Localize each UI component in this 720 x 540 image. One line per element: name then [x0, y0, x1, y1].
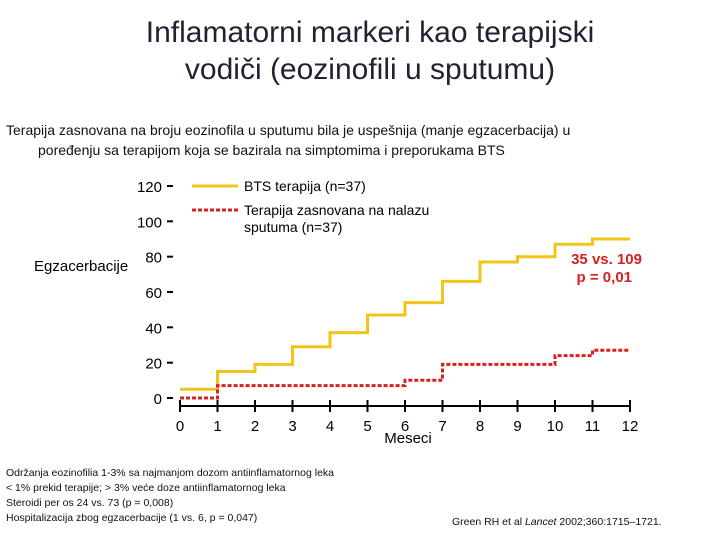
- x-tick-label: 4: [326, 418, 334, 435]
- footnotes: Održanja eozinofilia 1-3% sa najmanjom d…: [6, 466, 446, 526]
- y-tick-label: 20: [145, 356, 162, 373]
- footnote-line-2: < 1% prekid terapije; > 3% veće doze ant…: [6, 482, 286, 494]
- footnote-line-4: Hospitalizacija zbog egzacerbacije (1 vs…: [6, 512, 258, 524]
- x-tick-label: 9: [513, 418, 521, 435]
- subtitle-line-1: Terapija zasnovana na broju eozinofila u…: [6, 122, 571, 138]
- x-tick-label: 10: [547, 418, 564, 435]
- annotation-line-1: 35 vs. 109: [571, 251, 642, 268]
- footnote-line-1: Održanja eozinofilia 1-3% sa najmanjom d…: [6, 467, 335, 479]
- y-tick-label: 0: [154, 391, 162, 408]
- y-tick-label: 120: [137, 179, 162, 196]
- citation-authors: Green RH et al: [452, 516, 523, 528]
- x-axis-label: Meseci: [384, 430, 432, 447]
- x-tick-label: 6: [401, 418, 409, 435]
- x-tick-label: 0: [176, 418, 184, 435]
- x-tick-label: 12: [622, 418, 639, 435]
- y-tick-label: 80: [145, 250, 162, 267]
- x-tick-label: 1: [213, 418, 221, 435]
- chart-series: [180, 237, 630, 400]
- x-tick-label: 8: [476, 418, 484, 435]
- y-tick-label: 60: [145, 285, 162, 302]
- legend-label-sputum-line-1: Terapija zasnovana na nalazu: [244, 202, 429, 218]
- annotation-line-2: p = 0,01: [577, 269, 632, 286]
- chart-legend: BTS terapija (n=37) Terapija zasnovana n…: [192, 178, 429, 235]
- title-line-2: vodiči (eozinofili u sputumu): [184, 53, 556, 86]
- page-title: Inflamatorni markeri kao terapijski vodi…: [60, 14, 680, 88]
- x-tick-label: 2: [251, 418, 259, 435]
- citation-journal: Lancet: [524, 516, 557, 528]
- series-sputum-line: [180, 348, 630, 400]
- x-tick-label: 7: [438, 418, 446, 435]
- subtitle-line-2: poređenju sa terapijom koja se bazirala …: [38, 142, 505, 158]
- y-axis-label: Egzacerbacije: [34, 258, 129, 275]
- citation: Green RH et al Lancet 2002;360:1715–1721…: [452, 516, 662, 528]
- y-tick-label: 100: [137, 214, 162, 231]
- x-tick-label: 5: [363, 418, 371, 435]
- footnote-line-3: Steroidi per os 24 vs. 73 (p = 0,008): [6, 497, 174, 509]
- x-tick-label: 11: [585, 418, 601, 435]
- citation-details: 2002;360:1715–1721.: [559, 516, 662, 528]
- x-tick-label: 3: [288, 418, 296, 435]
- y-tick-label: 40: [145, 320, 162, 337]
- title-line-1: Inflamatorni markeri kao terapijski: [145, 16, 595, 49]
- legend-label-sputum-line-2: sputuma (n=37): [244, 219, 342, 235]
- legend-label-bts: BTS terapija (n=37): [244, 178, 366, 194]
- legend-label-sputum: Terapija zasnovana na nalazu sputuma (n=3…: [244, 202, 429, 235]
- slide-subtitle: Terapija zasnovana na broju eozinofila u…: [6, 120, 706, 160]
- series-bts-line: [180, 237, 630, 391]
